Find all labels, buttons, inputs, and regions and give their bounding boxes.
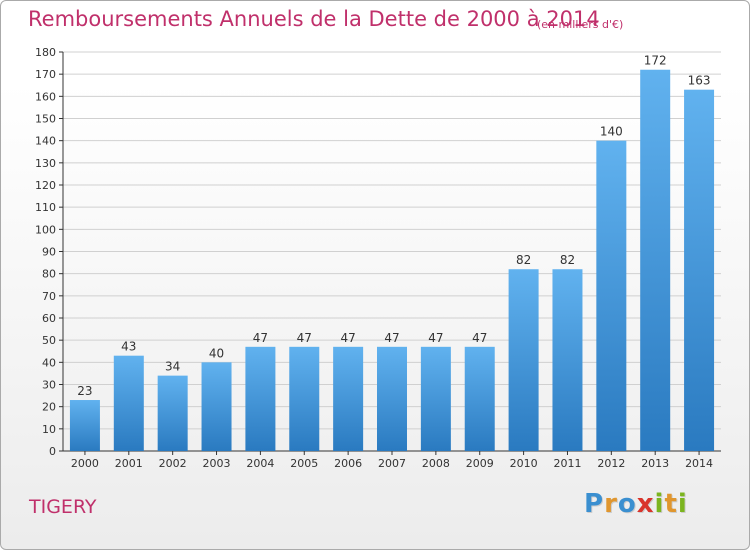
- bar-2013: [640, 69, 671, 451]
- y-tick-label: 80: [42, 268, 56, 281]
- bar-2009: [464, 346, 495, 451]
- x-tick-label: 2006: [334, 457, 362, 470]
- bar-2010: [508, 269, 539, 451]
- logo-letter: x: [636, 489, 655, 519]
- x-tick-label: 2003: [203, 457, 231, 470]
- logo-letter: i: [654, 489, 665, 519]
- data-label: 34: [165, 360, 180, 374]
- y-tick-label: 30: [42, 379, 56, 392]
- bar-2007: [377, 346, 407, 451]
- data-label: 47: [297, 331, 312, 345]
- x-tick-label: 2000: [71, 457, 99, 470]
- y-tick-label: 70: [42, 290, 56, 303]
- x-tick-label: 2012: [597, 457, 625, 470]
- y-tick-label: 50: [42, 334, 56, 347]
- logo-letter: o: [617, 489, 637, 519]
- bar-2005: [289, 346, 320, 451]
- bar-2014: [684, 89, 715, 451]
- x-tick-label: 2008: [422, 457, 450, 470]
- y-tick-label: 130: [35, 157, 56, 170]
- y-tick-label: 170: [35, 68, 56, 81]
- data-label: 47: [253, 331, 268, 345]
- chart-subtitle: (en milliers d'€): [537, 18, 624, 31]
- data-label: 82: [560, 253, 575, 267]
- data-label: 47: [472, 331, 487, 345]
- data-label: 140: [600, 125, 623, 139]
- proxiti-logo: Proxiti: [584, 489, 688, 519]
- logo-letter: t: [664, 489, 678, 519]
- bar-2006: [333, 346, 364, 451]
- data-label: 163: [688, 74, 711, 88]
- x-tick-label: 2014: [685, 457, 713, 470]
- y-tick-label: 140: [35, 135, 56, 148]
- x-tick-label: 2005: [290, 457, 318, 470]
- labels: 0 10 20 30 40 50 60 70 80 90 100 110 120 130 140 150 160…: [35, 46, 713, 470]
- x-tick-label: 2001: [115, 457, 143, 470]
- x-tick-label: 2013: [641, 457, 669, 470]
- commune-name: TIGERY: [29, 496, 97, 518]
- bar-2011: [552, 269, 583, 451]
- bar-2002: [157, 375, 188, 451]
- y-tick-label: 120: [35, 179, 56, 192]
- logo-letter: i: [677, 489, 688, 519]
- x-tick-label: 2004: [246, 457, 274, 470]
- y-tick-label: 90: [42, 246, 56, 259]
- x-tick-label: 2007: [378, 457, 406, 470]
- y-tick-label: 110: [35, 201, 56, 214]
- bar-2000: [69, 400, 100, 451]
- y-tick-label: 180: [35, 46, 56, 59]
- logo-letter: r: [604, 489, 618, 519]
- bar-2003: [201, 362, 232, 451]
- y-tick-label: 40: [42, 356, 56, 369]
- chart-title: Remboursements Annuels de la Dette de 20…: [28, 7, 600, 31]
- x-tick-label: 2010: [510, 457, 538, 470]
- bar-2001: [113, 355, 144, 451]
- x-tick-label: 2002: [159, 457, 187, 470]
- logo-letter: P: [584, 489, 605, 519]
- x-tick-label: 2009: [466, 457, 494, 470]
- bars: [69, 69, 715, 451]
- y-tick-label: 60: [42, 312, 56, 325]
- y-tick-label: 150: [35, 113, 56, 126]
- y-tick-label: 20: [42, 401, 56, 414]
- y-tick-label: 160: [35, 90, 56, 103]
- data-label: 23: [77, 384, 92, 398]
- data-label: 47: [428, 331, 443, 345]
- bar-2012: [596, 140, 627, 451]
- data-label: 43: [121, 340, 136, 354]
- y-tick-label: 0: [49, 445, 56, 458]
- data-label: 47: [384, 331, 399, 345]
- bar-2008: [420, 346, 451, 451]
- data-label: 47: [340, 331, 355, 345]
- x-tick-label: 2011: [553, 457, 581, 470]
- y-tick-label: 100: [35, 223, 56, 236]
- data-label: 82: [516, 253, 531, 267]
- y-tick-label: 10: [42, 423, 56, 436]
- data-label: 40: [209, 346, 224, 360]
- bar-2004: [245, 346, 276, 451]
- data-label: 172: [644, 54, 667, 68]
